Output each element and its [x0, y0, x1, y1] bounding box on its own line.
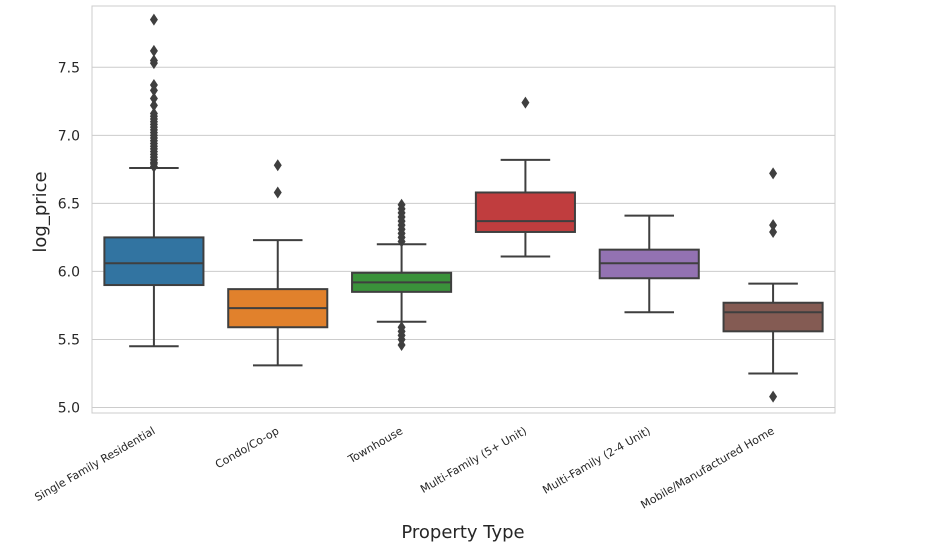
- outlier-point: [149, 99, 158, 112]
- outlier-point: [397, 321, 406, 334]
- outlier-point: [149, 107, 158, 120]
- outlier-point: [273, 186, 282, 199]
- outlier-point: [769, 167, 778, 180]
- outlier-point: [273, 159, 282, 172]
- box-iqr: [722, 301, 824, 333]
- box-group: [722, 167, 824, 403]
- outlier-point: [769, 219, 778, 232]
- x-axis-label: Property Type: [401, 522, 524, 543]
- y-axis-label: log_price: [30, 171, 51, 252]
- x-tick-label: Condo/Co-op: [213, 424, 281, 471]
- box-group: [598, 214, 700, 314]
- box-iqr: [103, 236, 205, 287]
- box-group: [227, 159, 329, 367]
- outlier-point: [769, 390, 778, 403]
- box-group: [474, 96, 576, 258]
- y-tick-label: 5.0: [58, 401, 80, 417]
- y-tick-label: 6.5: [58, 196, 80, 212]
- y-tick-label: 7.5: [58, 60, 80, 76]
- box-group: [351, 198, 453, 351]
- grid-lines: [92, 66, 835, 409]
- outlier-point: [397, 198, 406, 211]
- box-group: [103, 13, 205, 348]
- plot-area-frame: [91, 5, 836, 414]
- box-iqr: [474, 191, 576, 233]
- y-tick-label: 6.0: [58, 264, 80, 280]
- outlier-point: [149, 54, 158, 67]
- outlier-point: [521, 96, 530, 109]
- outlier-point: [149, 13, 158, 26]
- outlier-point: [149, 44, 158, 57]
- y-tick-label: 5.5: [58, 332, 80, 348]
- x-tick-labels: Single Family Residential Condo/Co-op Town…: [32, 424, 776, 511]
- x-tick-label: Single Family Residential: [32, 424, 157, 504]
- y-tick-labels: 5.0 5.5 6.0 6.5 7.0 7.5: [58, 60, 80, 416]
- x-tick-label: Multi-Family (2-4 Unit): [540, 424, 652, 496]
- x-tick-label: Mobile/Manufactured Home: [639, 424, 777, 511]
- outlier-point: [149, 92, 158, 105]
- x-tick-label: Townhouse: [345, 424, 405, 466]
- x-tick-label: Multi-Family (5+ Unit): [418, 424, 529, 495]
- y-tick-label: 7.0: [58, 128, 80, 144]
- outlier-point: [769, 225, 778, 238]
- box-series: [103, 13, 824, 403]
- outlier-point: [149, 78, 158, 91]
